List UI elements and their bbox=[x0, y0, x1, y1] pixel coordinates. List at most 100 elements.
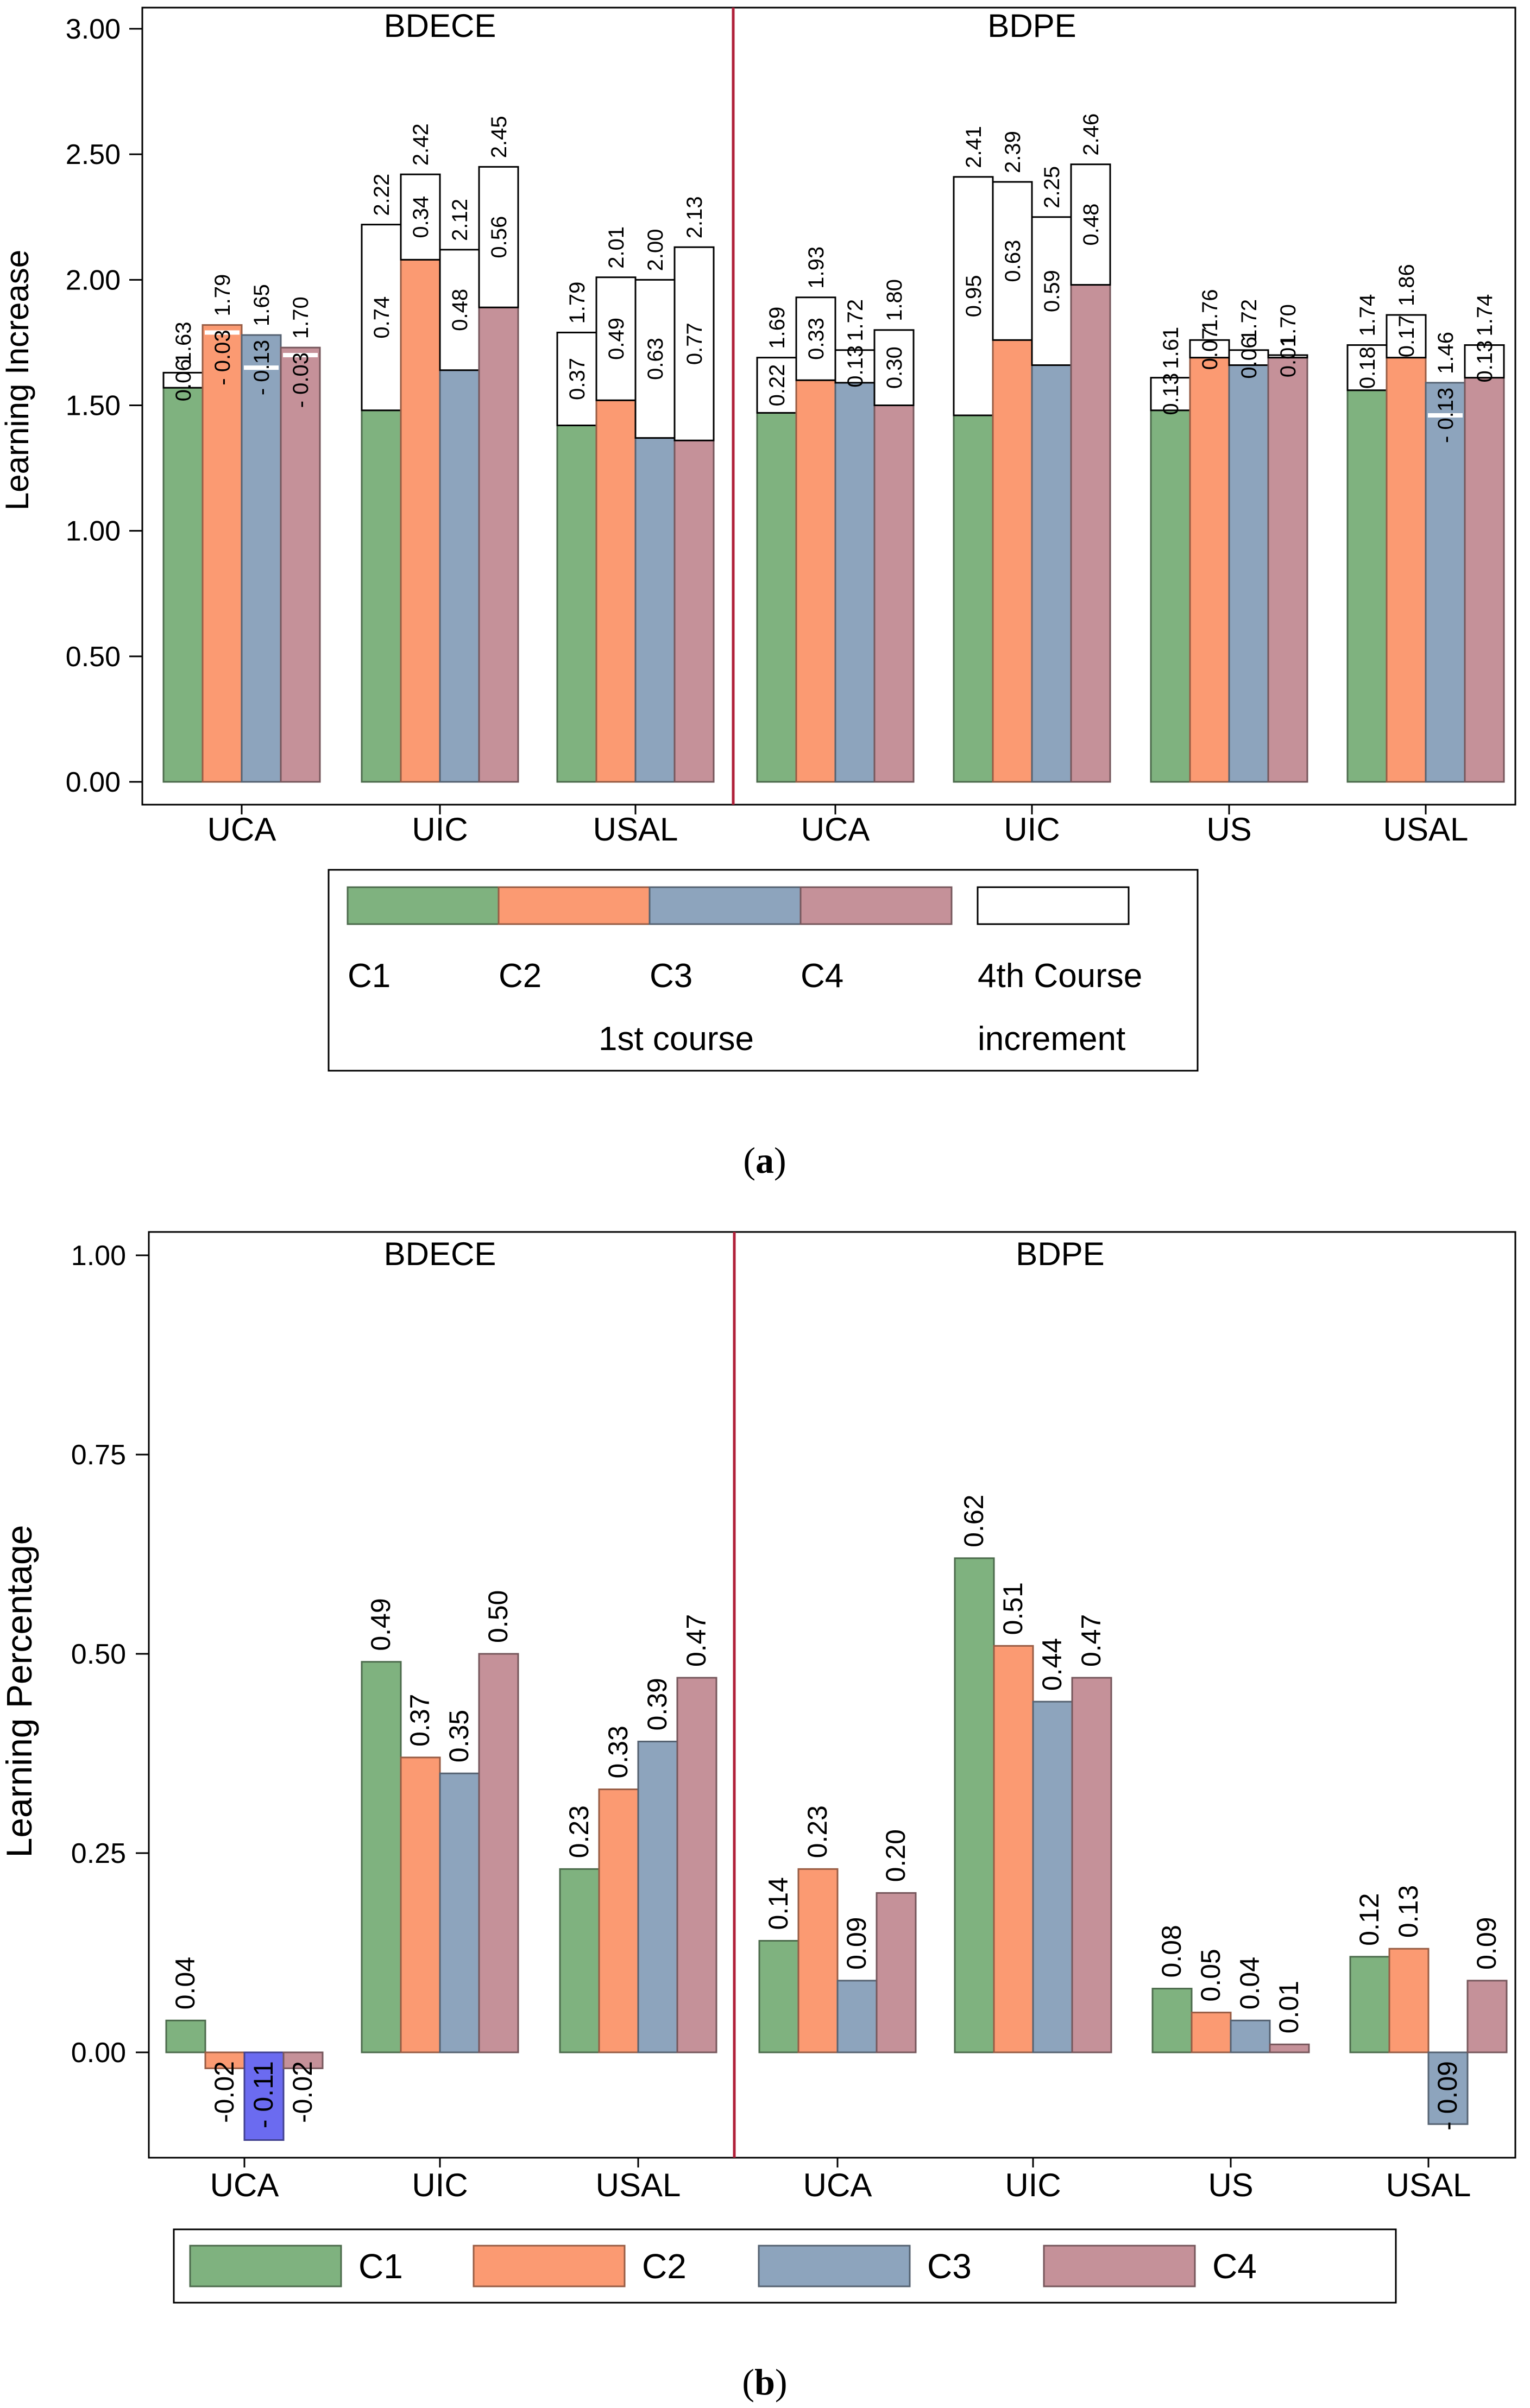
chart-a-total-label: 1.70 bbox=[1276, 304, 1300, 346]
chart-b-bar-c1 bbox=[559, 1868, 600, 2053]
chart-b-bar-c4 bbox=[282, 2051, 324, 2069]
chart-b-legend-swatch-c1 bbox=[189, 2245, 342, 2287]
chart-b-value-label: 0.08 bbox=[1156, 1925, 1187, 1977]
chart-a-total-label: 2.42 bbox=[409, 123, 433, 166]
chart-a-total-label: 1.79 bbox=[211, 274, 235, 317]
chart-a: 0.00 0.50 1.00 1.50 2.00 2.50 3.00 Learning In… bbox=[0, 7, 1516, 1181]
chart-a-increment-label: - 0.03 bbox=[289, 352, 313, 408]
chart-a-legend-swatch-increment bbox=[977, 886, 1130, 925]
chart-b-x-tick-label: USAL bbox=[596, 2167, 681, 2203]
chart-a-increment-label: 0.33 bbox=[804, 318, 828, 360]
chart-a-legend-label-c2: C2 bbox=[499, 957, 542, 995]
chart-a-x-tick-label: USAL bbox=[593, 811, 678, 848]
chart-b-bar-c1 bbox=[1349, 1956, 1390, 2053]
chart-a-increment-label: 0.18 bbox=[1356, 346, 1380, 389]
chart-b-panel-title: BDECE bbox=[384, 1236, 496, 1272]
chart-a-x-tick-label: USAL bbox=[1383, 811, 1469, 848]
chart-b-bar-c1 bbox=[954, 1557, 995, 2053]
chart-a-total-label: 1.61 bbox=[1159, 327, 1183, 369]
chart-b-legend: C1 C2 C3 C4 bbox=[173, 2228, 1397, 2304]
chart-b-value-label: 0.39 bbox=[642, 1678, 672, 1730]
chart-a-increment-label: 0.17 bbox=[1395, 315, 1419, 357]
chart-a-bar-c3 bbox=[1228, 364, 1269, 783]
chart-b-bar-c3 bbox=[637, 1740, 678, 2053]
chart-b-value-label: 0.47 bbox=[681, 1614, 712, 1667]
chart-b-bar-c1 bbox=[1151, 1988, 1193, 2053]
chart-a-legend-label-increment: 4th Course bbox=[978, 957, 1142, 995]
chart-a-y-tick-label: 3.00 bbox=[66, 14, 121, 45]
chart-a-bar-c1 bbox=[756, 412, 797, 783]
chart-a-bar-c2 bbox=[202, 324, 243, 783]
chart-b-x-tick-label: USAL bbox=[1386, 2167, 1471, 2203]
chart-b-value-label: 0.35 bbox=[444, 1710, 474, 1762]
chart-b-legend-box bbox=[173, 2228, 1397, 2304]
chart-b-y-tick-label: 0.00 bbox=[71, 2037, 126, 2069]
chart-a-legend-box bbox=[328, 869, 1199, 1072]
chart-b-value-label: 0.05 bbox=[1195, 1949, 1226, 2001]
chart-a-x-tick-label: UCA bbox=[801, 811, 870, 848]
chart-a-decrement-marker bbox=[244, 365, 279, 370]
chart-b-bar-c2 bbox=[1388, 1948, 1430, 2053]
chart-b-value-label: 0.23 bbox=[802, 1805, 833, 1858]
chart-a-increment-label: 0.13 bbox=[1159, 373, 1183, 415]
chart-a-increment-bar bbox=[834, 349, 876, 384]
chart-b-value-label: -0.02 bbox=[209, 2061, 240, 2123]
chart-b-y-axis-label: Learning Percentage bbox=[0, 1525, 39, 1858]
chart-b-value-label: 0.44 bbox=[1037, 1638, 1067, 1691]
chart-a-total-label: 2.39 bbox=[1001, 131, 1025, 173]
chart-a-legend-swatch-c3 bbox=[648, 886, 802, 925]
chart-a-total-label: 1.74 bbox=[1356, 294, 1380, 337]
chart-a-total-label: 2.01 bbox=[605, 226, 628, 269]
chart-b-x-labels: UCA UIC USAL UCA UIC US USAL bbox=[210, 2158, 1471, 2203]
chart-b-legend-swatch-c3 bbox=[758, 2245, 911, 2287]
chart-a-increment-label: 0.59 bbox=[1040, 270, 1064, 312]
chart-a-increment-bar bbox=[439, 249, 480, 371]
chart-a-increment-bar bbox=[400, 173, 441, 261]
chart-a-increment-label: 0.48 bbox=[448, 289, 472, 331]
chart-b-bar-c4 bbox=[676, 1677, 717, 2053]
chart-a-bar-c3 bbox=[1031, 364, 1072, 783]
chart-a-total-label: 2.41 bbox=[962, 126, 986, 168]
chart-b-bar-c2 bbox=[797, 1868, 839, 2053]
chart-a-bar-c2 bbox=[1189, 357, 1230, 783]
chart-b-legend-label-c3: C3 bbox=[927, 2247, 972, 2286]
chart-a-x-tick-label: UIC bbox=[412, 811, 468, 848]
chart-a-bar-c1 bbox=[162, 387, 204, 783]
chart-b-bar-c1 bbox=[165, 2019, 206, 2053]
chart-b-value-label: 0.23 bbox=[564, 1805, 594, 1858]
chart-a-increment-bar bbox=[361, 224, 402, 412]
chart-a-total-label: 1.72 bbox=[843, 299, 867, 342]
chart-a-total-label: 2.45 bbox=[487, 116, 511, 158]
chart-a-y-tick-label: 1.50 bbox=[66, 390, 121, 422]
chart-a-bar-c1 bbox=[953, 414, 994, 783]
chart-a-y-tick-label: 2.50 bbox=[66, 139, 121, 170]
chart-a-bar-c4 bbox=[1267, 357, 1308, 783]
chart-b-value-label: 0.14 bbox=[763, 1877, 794, 1930]
chart-b-value-label: 0.04 bbox=[170, 1957, 200, 2009]
chart-b-panel-titles: BDECE BDPE bbox=[384, 1236, 1105, 1272]
chart-a-increment-label: 0.56 bbox=[487, 216, 511, 258]
chart-a-legend-swatch-c1 bbox=[347, 886, 500, 925]
chart-b-bar-c3 bbox=[243, 2051, 285, 2141]
chart-a-caption-letter: a bbox=[755, 1140, 774, 1181]
chart-a-increment-bar bbox=[1189, 339, 1230, 359]
chart-a-increment-bar bbox=[1228, 349, 1269, 366]
chart-b-bar-c4 bbox=[1071, 1677, 1112, 2053]
chart-b-legend-label-c2: C2 bbox=[642, 2247, 687, 2286]
chart-a-total-label: 1.76 bbox=[1198, 289, 1222, 331]
chart-b-value-label: 0.09 bbox=[1471, 1917, 1502, 1970]
chart-a-increment-label: 0.95 bbox=[962, 275, 986, 317]
chart-b-value-label: 0.37 bbox=[405, 1694, 435, 1747]
chart-b-y-tick-label: 0.25 bbox=[71, 1838, 126, 1869]
chart-b-bar-c1 bbox=[361, 1661, 402, 2053]
chart-a-increment-label: 0.22 bbox=[765, 364, 789, 407]
chart-a-legend-increment-caption: increment bbox=[978, 1020, 1125, 1058]
chart-a-bar-c4 bbox=[478, 306, 519, 783]
chart-b-legend-label-c1: C1 bbox=[358, 2247, 403, 2286]
chart-b-x-tick-label: UIC bbox=[1005, 2167, 1061, 2203]
chart-a-total-label: 1.65 bbox=[250, 284, 274, 326]
chart-b-bar-c4 bbox=[1269, 2043, 1310, 2053]
chart-a-increment-label: - 0.13 bbox=[250, 340, 274, 395]
chart-a-legend-swatch-c4 bbox=[799, 886, 953, 925]
chart-b-value-label: 0.51 bbox=[998, 1582, 1028, 1635]
